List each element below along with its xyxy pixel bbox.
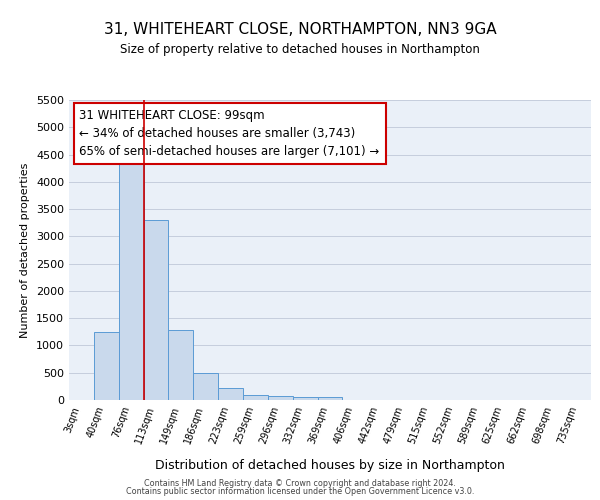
Bar	[193, 374, 218, 400]
Bar	[143, 220, 169, 400]
Text: Contains HM Land Registry data © Crown copyright and database right 2024.: Contains HM Land Registry data © Crown c…	[144, 478, 456, 488]
Bar	[317, 397, 343, 400]
Y-axis label: Number of detached properties: Number of detached properties	[20, 162, 31, 338]
Text: Contains public sector information licensed under the Open Government Licence v3: Contains public sector information licen…	[126, 487, 474, 496]
X-axis label: Distribution of detached houses by size in Northampton: Distribution of detached houses by size …	[155, 460, 505, 472]
Bar	[293, 396, 317, 400]
Bar	[218, 388, 243, 400]
Bar	[119, 162, 143, 400]
Bar	[268, 396, 293, 400]
Text: Size of property relative to detached houses in Northampton: Size of property relative to detached ho…	[120, 42, 480, 56]
Bar	[243, 395, 268, 400]
Text: 31 WHITEHEART CLOSE: 99sqm
← 34% of detached houses are smaller (3,743)
65% of s: 31 WHITEHEART CLOSE: 99sqm ← 34% of deta…	[79, 109, 380, 158]
Bar	[169, 330, 193, 400]
Bar	[94, 332, 119, 400]
Text: 31, WHITEHEART CLOSE, NORTHAMPTON, NN3 9GA: 31, WHITEHEART CLOSE, NORTHAMPTON, NN3 9…	[104, 22, 496, 38]
